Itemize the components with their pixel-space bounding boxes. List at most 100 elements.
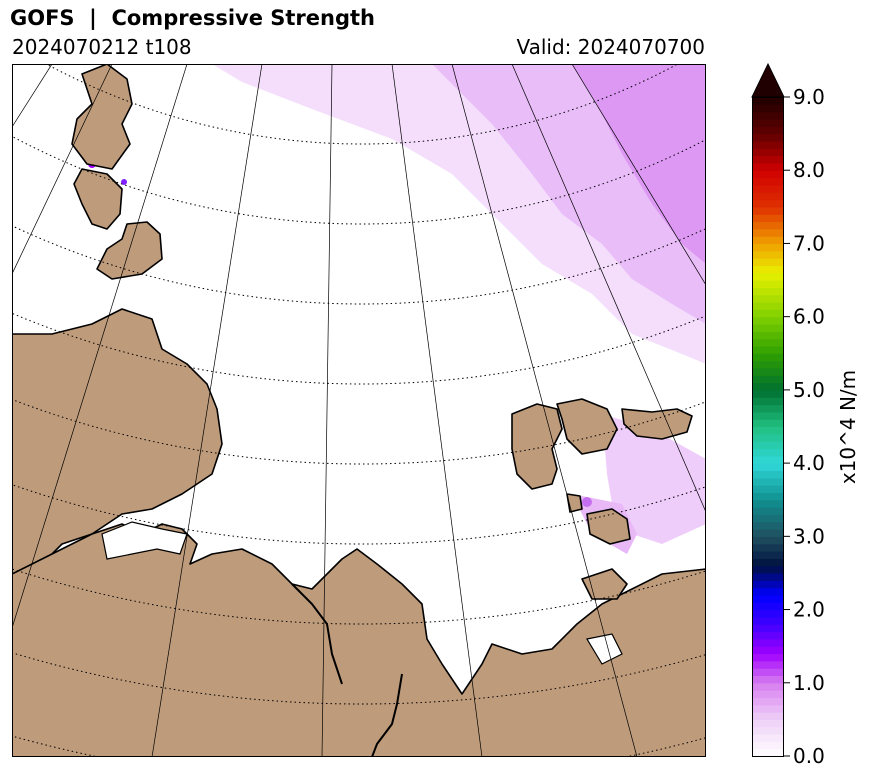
colorbar-tick-label: 4.0: [793, 451, 825, 475]
white-sea: [101, 521, 188, 560]
colorbar-band: [752, 243, 784, 252]
map-frame: [12, 64, 706, 757]
colorbar-band: [752, 338, 784, 347]
colorbar-band: [752, 463, 784, 472]
colorbar-band: [752, 236, 784, 245]
land-novaya-zemlya-west: [511, 403, 563, 490]
colorbar-band: [752, 682, 784, 691]
land-kola-peninsula: [12, 308, 223, 575]
meridian: [451, 64, 638, 757]
colorbar-tick-label: 6.0: [793, 305, 825, 329]
colorbar-band: [752, 133, 784, 142]
colorbar-band: [752, 265, 784, 274]
colorbar-band: [752, 638, 784, 647]
colorbar-tick-label: 5.0: [793, 378, 825, 402]
colorbar-ticks: 0.0 1.0 2.0 3.0 4.0 5.0 6.0 7.0 8.0 9.0: [784, 85, 825, 768]
meridian-gridlines: [12, 64, 706, 757]
colorbar-band: [752, 536, 784, 545]
colorbar-band: [752, 558, 784, 567]
colorbar-band: [752, 455, 784, 464]
meridian: [511, 64, 706, 514]
land-kolguyev-island: [581, 568, 628, 600]
colorbar-band: [752, 675, 784, 684]
ice-strong-spot: [121, 179, 127, 185]
colorbar-band: [752, 140, 784, 149]
meridian: [321, 64, 333, 757]
colorbar-band: [752, 221, 784, 230]
colorbar-tick-label: 3.0: [793, 524, 825, 548]
colorbar-band: [752, 228, 784, 237]
colorbar-band: [752, 148, 784, 157]
colorbar-band: [752, 594, 784, 603]
colorbar-band: [752, 712, 784, 720]
land-svalbard-north: [71, 64, 133, 170]
colorbar-band: [752, 206, 784, 215]
colorbar-band: [752, 470, 784, 479]
colorbar-band: [752, 748, 784, 757]
colorbar-band: [752, 104, 784, 113]
colorbar-band: [752, 521, 784, 530]
colorbar-band: [752, 170, 784, 179]
colorbar-band: [752, 587, 784, 596]
colorbar-band: [752, 631, 784, 640]
meridian: [151, 64, 263, 757]
ice-area-northeast-core: [572, 64, 706, 264]
colorbar-band: [752, 704, 784, 713]
colorbar-band: [752, 624, 784, 633]
colorbar-band: [752, 660, 784, 669]
colorbar-band: [752, 367, 784, 376]
colorbar-band: [752, 514, 784, 523]
colorbar-band: [752, 177, 784, 186]
colorbar-band: [752, 433, 784, 442]
colorbar-band: [752, 389, 784, 398]
colorbar-band: [752, 572, 784, 581]
colorbar-band: [752, 309, 784, 318]
colorbar-band: [752, 199, 784, 208]
colorbar-tick-label: 1.0: [793, 671, 825, 695]
colorbar-band: [752, 331, 784, 340]
colorbar-band: [752, 294, 784, 303]
map-panel: [12, 64, 706, 757]
valid-time-label: Valid: 2024070700: [516, 35, 705, 59]
meridian: [12, 64, 113, 275]
colorbar-label: x10^4 N/m: [836, 370, 860, 484]
colorbar-band: [752, 214, 784, 223]
meridian: [571, 64, 706, 286]
colorbar-band: [752, 448, 784, 457]
colorbar-band: [752, 111, 784, 120]
river-northern-dvina: [291, 583, 343, 685]
colorbar-band: [752, 741, 784, 750]
colorbar-band: [752, 499, 784, 508]
colorbar-band: [752, 287, 784, 296]
colorbar-band: [752, 250, 784, 259]
colorbar-band: [752, 419, 784, 428]
colorbar-band: [752, 616, 784, 625]
river-pechora: [371, 673, 403, 757]
meridian: [391, 64, 483, 757]
colorbar-band: [752, 609, 784, 618]
colorbar-band: [752, 184, 784, 193]
run-time-label: 2024070212 t108: [12, 35, 192, 59]
colorbar-band: [752, 543, 784, 552]
colorbar-band: [752, 646, 784, 655]
colorbar-band: [752, 316, 784, 325]
colorbar-band: [752, 280, 784, 288]
land-vaygach-island: [586, 508, 631, 545]
land-novaya-zemlya-north: [621, 408, 693, 440]
colorbar-band: [752, 272, 784, 281]
colorbar-tick-label: 8.0: [793, 158, 825, 182]
colorbar-tick-label: 7.0: [793, 231, 825, 255]
colorbar-extend-arrow: [751, 62, 785, 98]
colorbar-band: [752, 719, 784, 728]
colorbar-band: [752, 97, 784, 105]
colorbar-band: [752, 602, 784, 611]
pechora-bay: [586, 633, 623, 665]
colorbar: 0.0 1.0 2.0 3.0 4.0 5.0 6.0 7.0 8.0 9.0 x10^4 N/m: [751, 62, 860, 768]
colorbar-band: [752, 565, 784, 574]
inland-water: [101, 521, 623, 665]
colorbar-band: [752, 477, 784, 486]
colorbar-band: [752, 690, 784, 699]
land-novaya-zemlya-central: [556, 398, 618, 455]
land-svalbard-main: [73, 168, 123, 230]
rivers: [291, 583, 403, 757]
